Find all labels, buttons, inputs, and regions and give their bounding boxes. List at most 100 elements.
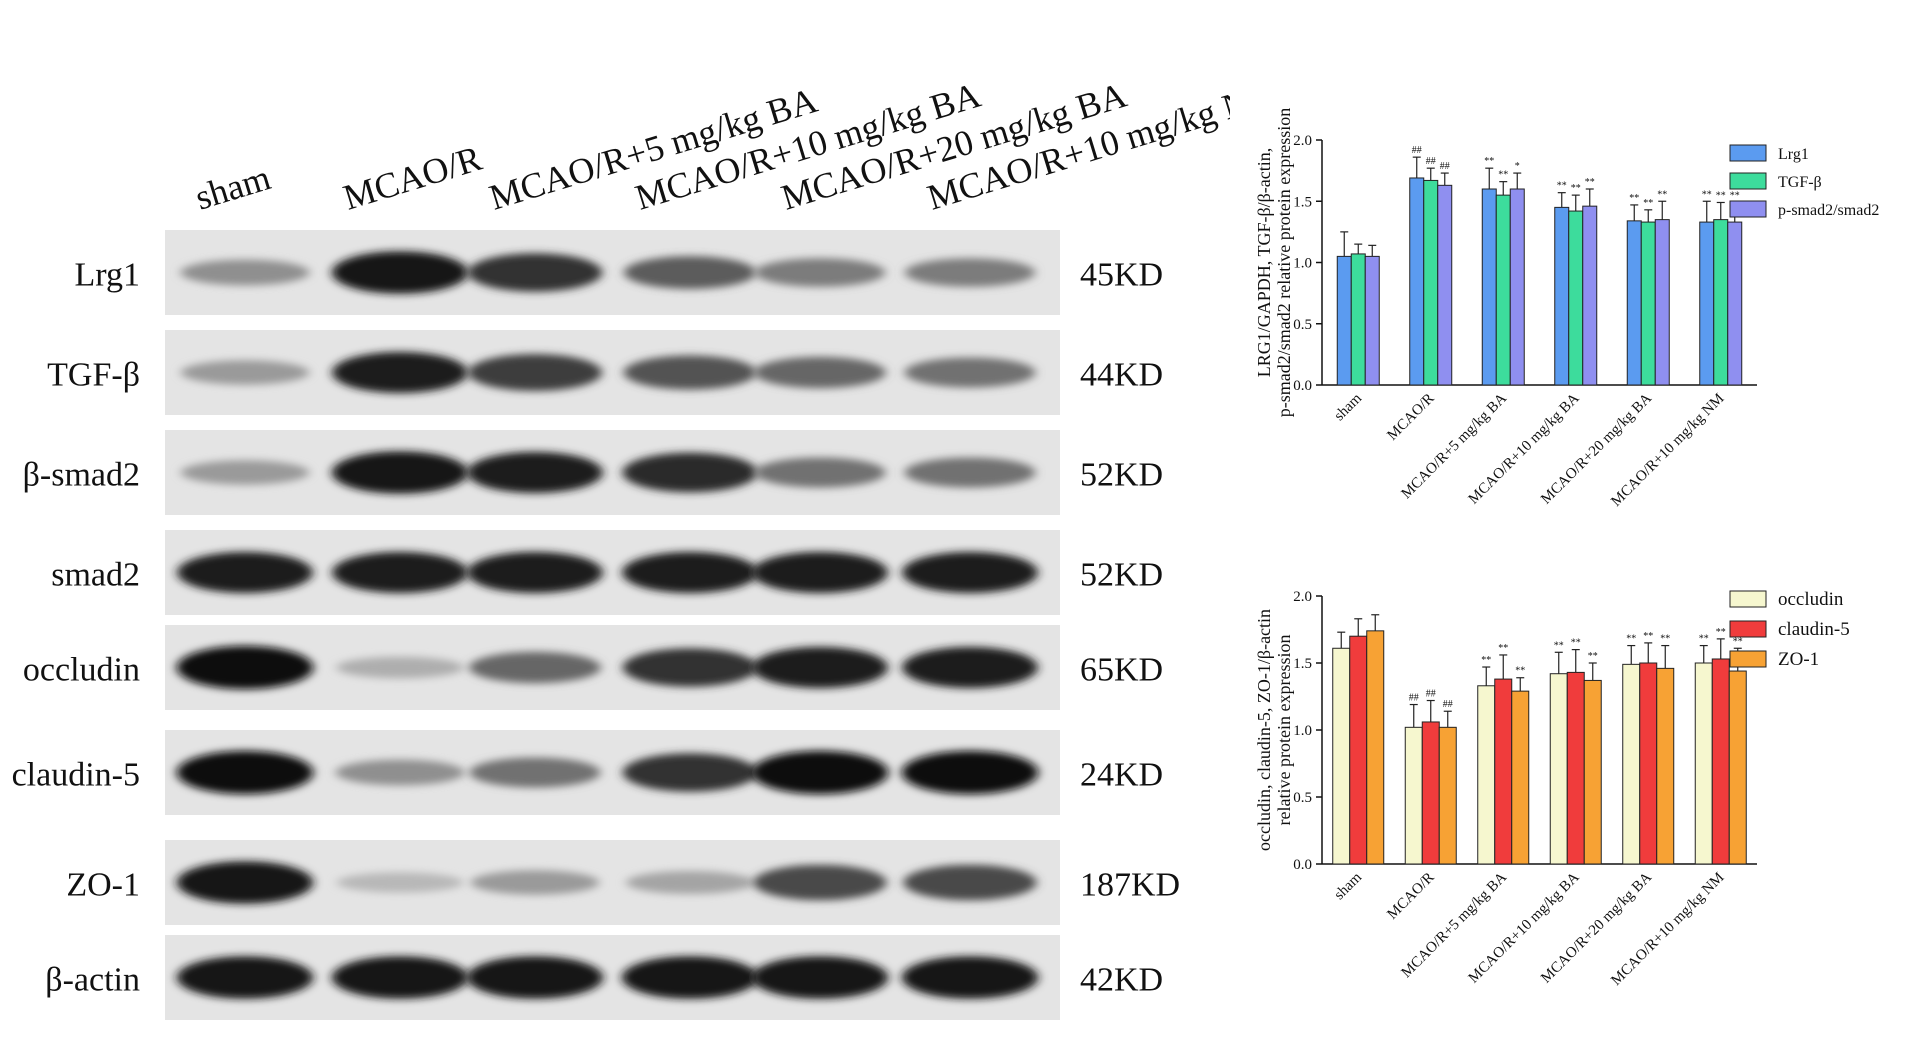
blot-band (622, 648, 758, 687)
y-axis-label: LRG1/GAPDH, TGF-β/β-actin, p-smad2/smad2 … (1254, 108, 1294, 417)
y-tick-label: 0.5 (1293, 317, 1312, 333)
bar-chart-lrg1-tgfb-smad2: LRG1/GAPDH, TGF-β/β-actin, p-smad2/smad2 … (1254, 108, 1879, 510)
blot-rows: Lrg1 45KD TGF-β 44KD β-smad2 52KD smad2 52KD occ… (12, 230, 1180, 1020)
bar-p-smad2-smad2 (1582, 205, 1598, 386)
significance-mark: ## (1443, 699, 1453, 710)
blot-band (754, 457, 886, 488)
significance-mark: ** (1515, 666, 1525, 677)
significance-mark: ** (1554, 640, 1564, 651)
y-tick-label: 1.5 (1293, 656, 1312, 672)
significance-mark: ** (1699, 634, 1709, 645)
significance-mark: ** (1716, 190, 1726, 201)
blot-band (622, 551, 758, 594)
molecular-weight-label: 65KD (1080, 652, 1163, 689)
bar-claudin-5 (1711, 658, 1730, 865)
blot-row: Lrg1 45KD (75, 230, 1163, 315)
blot-band (331, 251, 469, 294)
bar-occludin (1477, 685, 1496, 865)
bar-lrg1 (1481, 188, 1497, 386)
bar-zo-1 (1583, 679, 1602, 865)
significance-mark: ## (1426, 156, 1436, 167)
bar-lrg1 (1336, 255, 1352, 386)
significance-mark: ** (1557, 181, 1567, 192)
blot-band (180, 259, 310, 286)
significance-mark: ## (1412, 145, 1422, 156)
blot-band (753, 864, 887, 901)
significance-mark: ** (1702, 189, 1712, 200)
molecular-weight-label: 52KD (1080, 457, 1163, 494)
bar-chart-tight-junctions: occludin, claudin-5, ZO-1/β-actin relativ… (1254, 589, 1850, 989)
blot-band (904, 457, 1036, 488)
bar-tgf- (1568, 210, 1584, 386)
y-tick-label: 1.5 (1293, 194, 1312, 210)
blot-band (336, 872, 464, 893)
blot-band (468, 354, 602, 391)
bar-tgf- (1713, 219, 1729, 386)
blot-band (901, 750, 1039, 795)
significance-mark: ** (1730, 190, 1740, 201)
x-tick-label: sham (1331, 390, 1365, 424)
bar-p-smad2-smad2 (1509, 188, 1525, 386)
bar-occludin (1622, 663, 1641, 865)
legend-label: ZO-1 (1778, 649, 1819, 670)
blot-band (467, 551, 603, 594)
blot-band (904, 357, 1036, 388)
blot-row: TGF-β 44KD (47, 330, 1163, 415)
protein-label: β-smad2 (23, 457, 140, 494)
y-axis-label: occludin, claudin-5, ZO-1/β-actin relativ… (1254, 609, 1294, 851)
legend-label: p-smad2/smad2 (1778, 202, 1879, 219)
y-axis-label-line: p-smad2/smad2 relative protein expressio… (1274, 108, 1294, 417)
legend: Lrg1 TGF-β p-smad2/smad2 (1729, 144, 1879, 219)
significance-mark: ** (1643, 198, 1653, 209)
bar-tgf- (1495, 194, 1511, 386)
bar-tgf- (1640, 221, 1656, 386)
protein-label: β-actin (45, 962, 140, 999)
bar-p-smad2-smad2 (1654, 219, 1670, 386)
bar-zo-1 (1438, 726, 1457, 865)
blot-band (466, 956, 604, 999)
significance-mark: ## (1409, 693, 1419, 704)
blot-band (622, 452, 758, 493)
bar-claudin-5 (1639, 662, 1658, 865)
protein-label: Lrg1 (75, 257, 140, 294)
y-axis-label-line: LRG1/GAPDH, TGF-β/β-actin, (1254, 148, 1274, 377)
y-tick-label: 0.0 (1293, 857, 1312, 873)
molecular-weight-label: 52KD (1080, 557, 1163, 594)
blot-band (621, 956, 759, 999)
blot-band (754, 356, 886, 389)
y-tick-label: 0.0 (1293, 378, 1312, 394)
bar-occludin (1694, 662, 1713, 865)
legend-swatch (1729, 590, 1767, 608)
bar-claudin-5 (1421, 721, 1440, 865)
significance-mark: ** (1498, 643, 1508, 654)
blot-band (901, 956, 1039, 999)
significance-mark: ** (1660, 634, 1670, 645)
protein-label: ZO-1 (66, 867, 140, 904)
legend-label: TGF-β (1778, 174, 1822, 191)
bar-occludin (1549, 673, 1568, 865)
y-tick-label: 1.0 (1293, 256, 1312, 272)
significance-mark: ** (1643, 631, 1653, 642)
y-tick-label: 2.0 (1293, 133, 1312, 149)
significance-mark: ** (1626, 634, 1636, 645)
significance-mark: ** (1629, 193, 1639, 204)
bar-zo-1 (1366, 630, 1385, 865)
x-tick-label: MCAO/R (1384, 391, 1437, 444)
y-tick-label: 0.5 (1293, 790, 1312, 806)
molecular-weight-label: 24KD (1080, 757, 1163, 794)
blot-band (751, 956, 889, 999)
legend-label: claudin-5 (1778, 619, 1850, 640)
bar-claudin-5 (1349, 635, 1368, 865)
lane-label: sham (191, 157, 275, 217)
bar-lrg1 (1554, 206, 1570, 386)
blot-band (180, 360, 310, 385)
significance-mark: ** (1484, 156, 1494, 167)
blot-row: β-actin 42KD (45, 935, 1163, 1020)
blot-band (467, 451, 603, 494)
blot-band (754, 258, 886, 287)
bar-lrg1 (1699, 221, 1715, 386)
protein-label: smad2 (51, 557, 140, 594)
bar-claudin-5 (1494, 678, 1513, 865)
significance-mark: ** (1657, 189, 1667, 200)
blot-band (752, 551, 888, 594)
